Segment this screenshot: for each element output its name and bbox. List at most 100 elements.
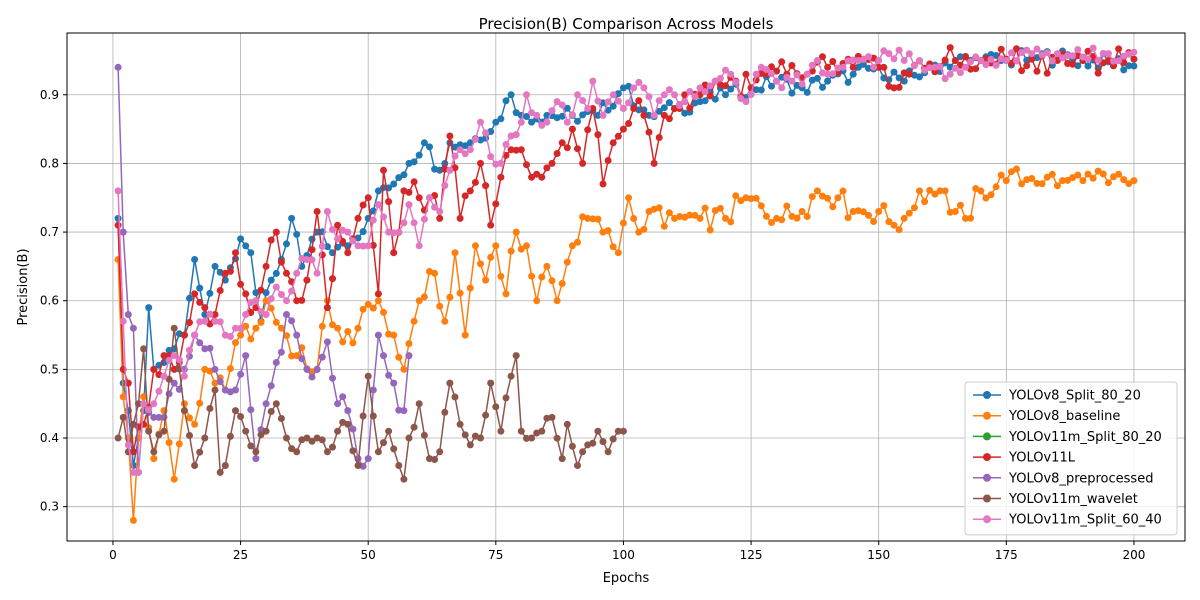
data-point (262, 311, 270, 318)
data-point (742, 98, 750, 106)
data-point (170, 475, 178, 483)
data-point (436, 214, 444, 222)
data-point (436, 448, 444, 456)
data-point (849, 56, 857, 64)
data-point (410, 178, 418, 186)
data-point (533, 170, 541, 178)
data-point (180, 372, 188, 380)
data-point (318, 242, 326, 250)
data-point (477, 159, 484, 167)
data-point (359, 228, 367, 236)
data-point (1084, 62, 1092, 70)
data-point (288, 214, 296, 222)
data-point (517, 146, 525, 154)
chart-title: Precision(B) Comparison Across Models (479, 15, 774, 33)
data-point (512, 131, 520, 139)
y-tick-label: 0.8 (40, 156, 59, 170)
data-point (1038, 180, 1046, 188)
data-point (124, 441, 132, 449)
data-point (895, 83, 903, 91)
data-point (436, 302, 444, 310)
data-point (665, 209, 673, 217)
data-point (170, 352, 178, 360)
data-point (768, 219, 775, 226)
data-point (956, 53, 964, 61)
data-point (267, 236, 275, 244)
data-point (517, 427, 525, 435)
data-point (798, 208, 806, 215)
data-point (523, 113, 530, 120)
data-point (660, 222, 668, 230)
data-point (875, 57, 883, 64)
data-point (716, 74, 724, 82)
data-point (267, 276, 275, 284)
data-point (180, 407, 188, 415)
data-point (614, 132, 622, 140)
x-tick-label: 0 (109, 548, 117, 562)
data-point (849, 70, 857, 78)
data-point (859, 60, 867, 68)
data-point (671, 105, 678, 112)
data-point (1028, 55, 1036, 63)
data-point (625, 99, 633, 107)
data-point (900, 57, 908, 64)
data-point (293, 297, 301, 305)
data-point (1130, 48, 1138, 56)
data-point (992, 61, 1000, 69)
data-point (517, 118, 525, 126)
data-point (701, 204, 709, 212)
data-point (124, 311, 132, 318)
data-point (533, 297, 541, 305)
data-point (589, 215, 597, 223)
data-point (1125, 62, 1133, 70)
data-point (676, 102, 684, 109)
data-point (196, 318, 204, 326)
data-point (502, 290, 510, 298)
data-point (140, 393, 148, 401)
data-point (982, 61, 990, 69)
data-point (114, 187, 122, 195)
data-point (170, 365, 178, 373)
data-point (650, 159, 658, 167)
data-point (446, 293, 454, 301)
data-point (242, 311, 250, 318)
data-point (308, 246, 316, 254)
data-point (262, 262, 270, 270)
data-point (1130, 62, 1138, 70)
data-point (1043, 69, 1051, 77)
data-point (359, 242, 367, 250)
data-point (497, 115, 505, 123)
data-point (283, 240, 290, 248)
data-point (405, 340, 413, 348)
data-point (538, 121, 546, 129)
data-point (482, 411, 490, 419)
data-point (257, 308, 265, 316)
data-point (834, 194, 842, 202)
data-point (517, 245, 525, 253)
data-point (211, 262, 219, 270)
data-point (277, 324, 285, 332)
data-point (691, 211, 699, 219)
data-point (165, 390, 173, 398)
data-point (119, 393, 127, 401)
data-point (395, 406, 403, 414)
data-point (768, 70, 775, 78)
data-point (574, 238, 581, 246)
data-point (293, 230, 301, 238)
data-point (237, 370, 245, 378)
data-point (211, 365, 219, 373)
data-point (170, 324, 178, 332)
data-point (788, 89, 796, 97)
data-point (206, 344, 214, 352)
data-point (737, 95, 745, 102)
data-point (512, 146, 520, 154)
legend-item: YOLOv11m_wavelet (973, 492, 1138, 507)
data-point (727, 218, 735, 226)
data-point (548, 277, 556, 285)
data-point (201, 434, 209, 442)
data-point (466, 441, 474, 449)
data-point (895, 46, 903, 54)
data-point (283, 311, 290, 318)
data-point (487, 379, 495, 387)
data-point (354, 462, 362, 469)
